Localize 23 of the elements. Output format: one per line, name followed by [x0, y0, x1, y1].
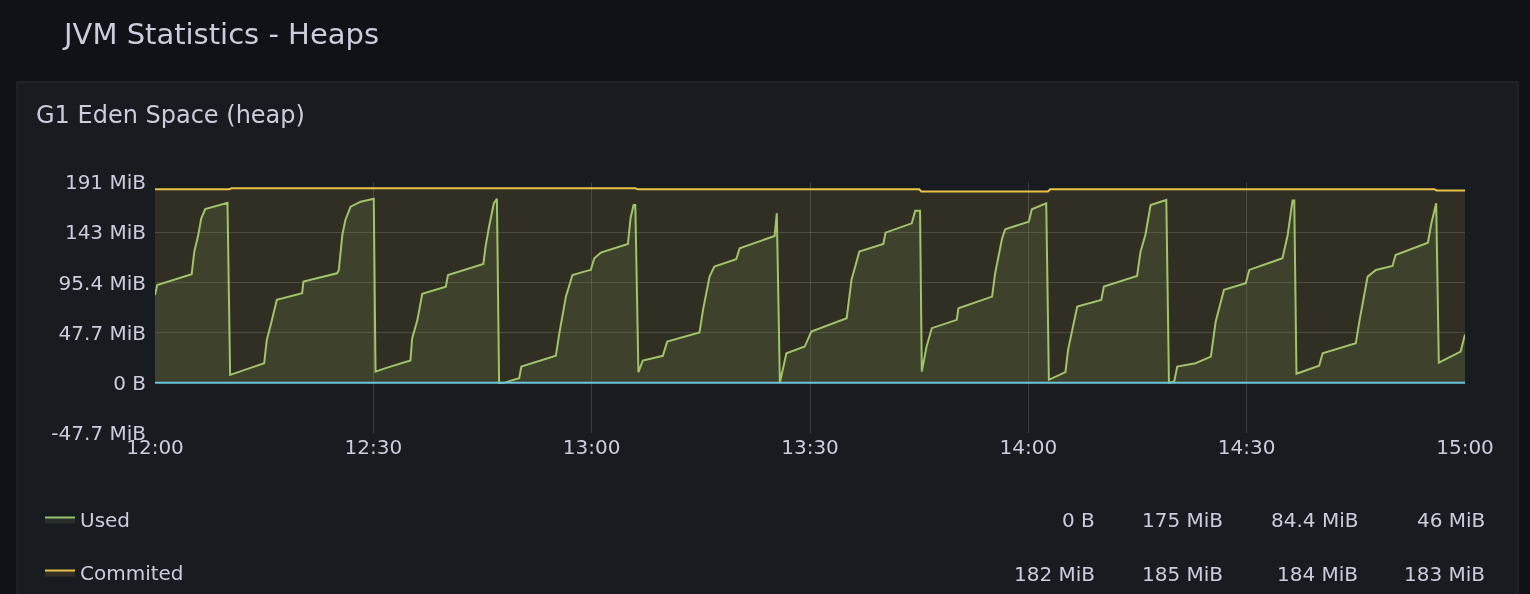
y-tick-label: 143 MiB	[64, 220, 146, 245]
text: 182 MiB	[1014, 562, 1096, 586]
y-tick-label: 47.7 MiB	[58, 320, 146, 345]
chart-title: JVM Statistics - Heaps	[62, 17, 380, 51]
text: 84.4 MiB	[1271, 508, 1359, 532]
legend-label: Commited	[80, 561, 184, 586]
text: 0 B	[1062, 508, 1095, 532]
text: 46 MiB	[1417, 508, 1486, 532]
x-tick-label: 12:30	[344, 435, 403, 459]
y-tick-label: 191 MiB	[64, 170, 146, 194]
legend-label: Used	[80, 508, 131, 533]
text: 184 MiB	[1277, 562, 1359, 586]
text: 175 MiB	[1142, 508, 1224, 532]
x-tick-label: 13:30	[781, 435, 839, 459]
text: 185 MiB	[1142, 562, 1224, 586]
y-tick-label: 0 B	[113, 370, 146, 395]
x-tick-label: 15:00	[1436, 435, 1494, 459]
x-tick-label: 13:00	[562, 435, 621, 459]
x-tick-label: 14:00	[999, 435, 1058, 459]
chart-subtitle: G1 Eden Space (heap)	[36, 101, 305, 129]
text: 183 MiB	[1404, 562, 1486, 586]
y-tick-label: 95.4 MiB	[58, 270, 146, 295]
x-tick-label: 14:30	[1217, 435, 1276, 459]
